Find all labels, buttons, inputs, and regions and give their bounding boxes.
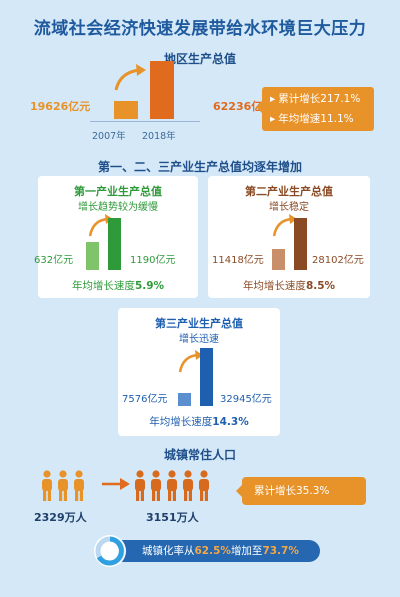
tertiary-industry-card: 第三产业生产总值 增长迅速 7576亿元 32945亿元 年均增长速度14.3% (118, 308, 280, 436)
population-left-value: 2329万人 (34, 511, 87, 524)
population-callout-pointer (236, 485, 242, 497)
urbanization-bar: 城镇化率从62.5%增加至73.7% (98, 540, 320, 562)
tertiary-title: 第三产业生产总值 (155, 317, 243, 330)
primary-title: 第一产业生产总值 (74, 185, 162, 198)
primary-rate-value: 5.9% (134, 280, 165, 292)
gdp-bar-2007 (114, 101, 138, 119)
primary-rate: 年均增长速度5.9% (71, 280, 165, 292)
primary-subtitle: 增长趋势较为缓慢 (78, 202, 158, 213)
gdp-year-2007: 2007年 (92, 131, 126, 142)
secondary-title: 第二产业生产总值 (245, 185, 333, 198)
tertiary-growth-arrow-icon (178, 350, 203, 373)
secondary-rate: 年均增长速度8.5% (242, 280, 336, 292)
gdp-baseline (90, 121, 200, 122)
secondary-industry-card: 第二产业生产总值 增长稳定 11418亿元 28102亿元 年均增长速度8.5% (208, 176, 370, 298)
person-icon (74, 470, 84, 501)
tertiary-left-value: 7576亿元 (122, 394, 168, 405)
person-icon (167, 470, 177, 501)
gdp-callout: ▸ 累计增长217.1% ▸ 年均增速11.1% (262, 87, 374, 131)
population-2018-people-icons (133, 470, 213, 504)
person-icon (42, 470, 52, 501)
gdp-chart: 19626亿元 62236亿元 2007年 2018年 (30, 61, 273, 146)
urbanization-to: 73.7% (262, 545, 299, 557)
person-icon (151, 470, 161, 501)
gdp-left-value: 19626亿元 (30, 100, 91, 113)
primary-bar-2007 (86, 242, 99, 270)
primary-left-value: 632亿元 (34, 255, 74, 266)
secondary-growth-arrow-icon (272, 214, 297, 237)
gdp-year-2018: 2018年 (142, 131, 176, 142)
population-2007-people-icons (40, 470, 100, 504)
person-icon (183, 470, 193, 501)
page-title: 流域社会经济快速发展带给水环境巨大压力 (33, 19, 367, 39)
primary-industry-card: 第一产业生产总值 增长趋势较为缓慢 632亿元 1190亿元 年均增长速度5.9… (34, 176, 198, 298)
tertiary-bar-2007 (178, 393, 191, 406)
person-icon (199, 470, 209, 501)
secondary-rate-value: 8.5% (305, 280, 336, 292)
population-right-value: 3151万人 (146, 511, 199, 524)
gdp-bar-2018 (150, 61, 174, 119)
secondary-left-value: 11418亿元 (212, 255, 264, 266)
person-icon (135, 470, 145, 501)
gdp-callout-total: 累计增长217.1% (278, 93, 361, 105)
primary-bar-2018 (108, 218, 121, 270)
gdp-callout-pointer (256, 101, 262, 113)
urbanization-from: 62.5% (194, 545, 231, 557)
tertiary-rate-value: 14.3% (212, 416, 249, 428)
primary-right-value: 1190亿元 (130, 255, 176, 266)
secondary-subtitle: 增长稳定 (269, 202, 309, 213)
person-icon (58, 470, 68, 501)
gdp-growth-arrow-icon (114, 64, 146, 91)
gdp-callout-annual: 年均增速11.1% (278, 113, 354, 125)
tertiary-right-value: 32945亿元 (220, 394, 272, 405)
tertiary-bar-2018 (200, 348, 213, 406)
secondary-bar-2007 (272, 249, 285, 270)
secondary-bar-2018 (294, 218, 307, 270)
secondary-right-value: 28102亿元 (312, 255, 364, 266)
tertiary-rate: 年均增长速度14.3% (149, 416, 249, 428)
tertiary-subtitle: 增长迅速 (179, 334, 219, 345)
population-arrow-icon (102, 478, 130, 490)
population-callout: 累计增长35.3% (242, 477, 366, 505)
industry-heading: 第一、二、三产业生产总值均逐年增加 (97, 160, 302, 174)
population-heading: 城镇常住人口 (163, 448, 236, 462)
urbanization-ring-icon (94, 535, 126, 567)
gdp-heading: 地区生产总值 (163, 52, 236, 66)
